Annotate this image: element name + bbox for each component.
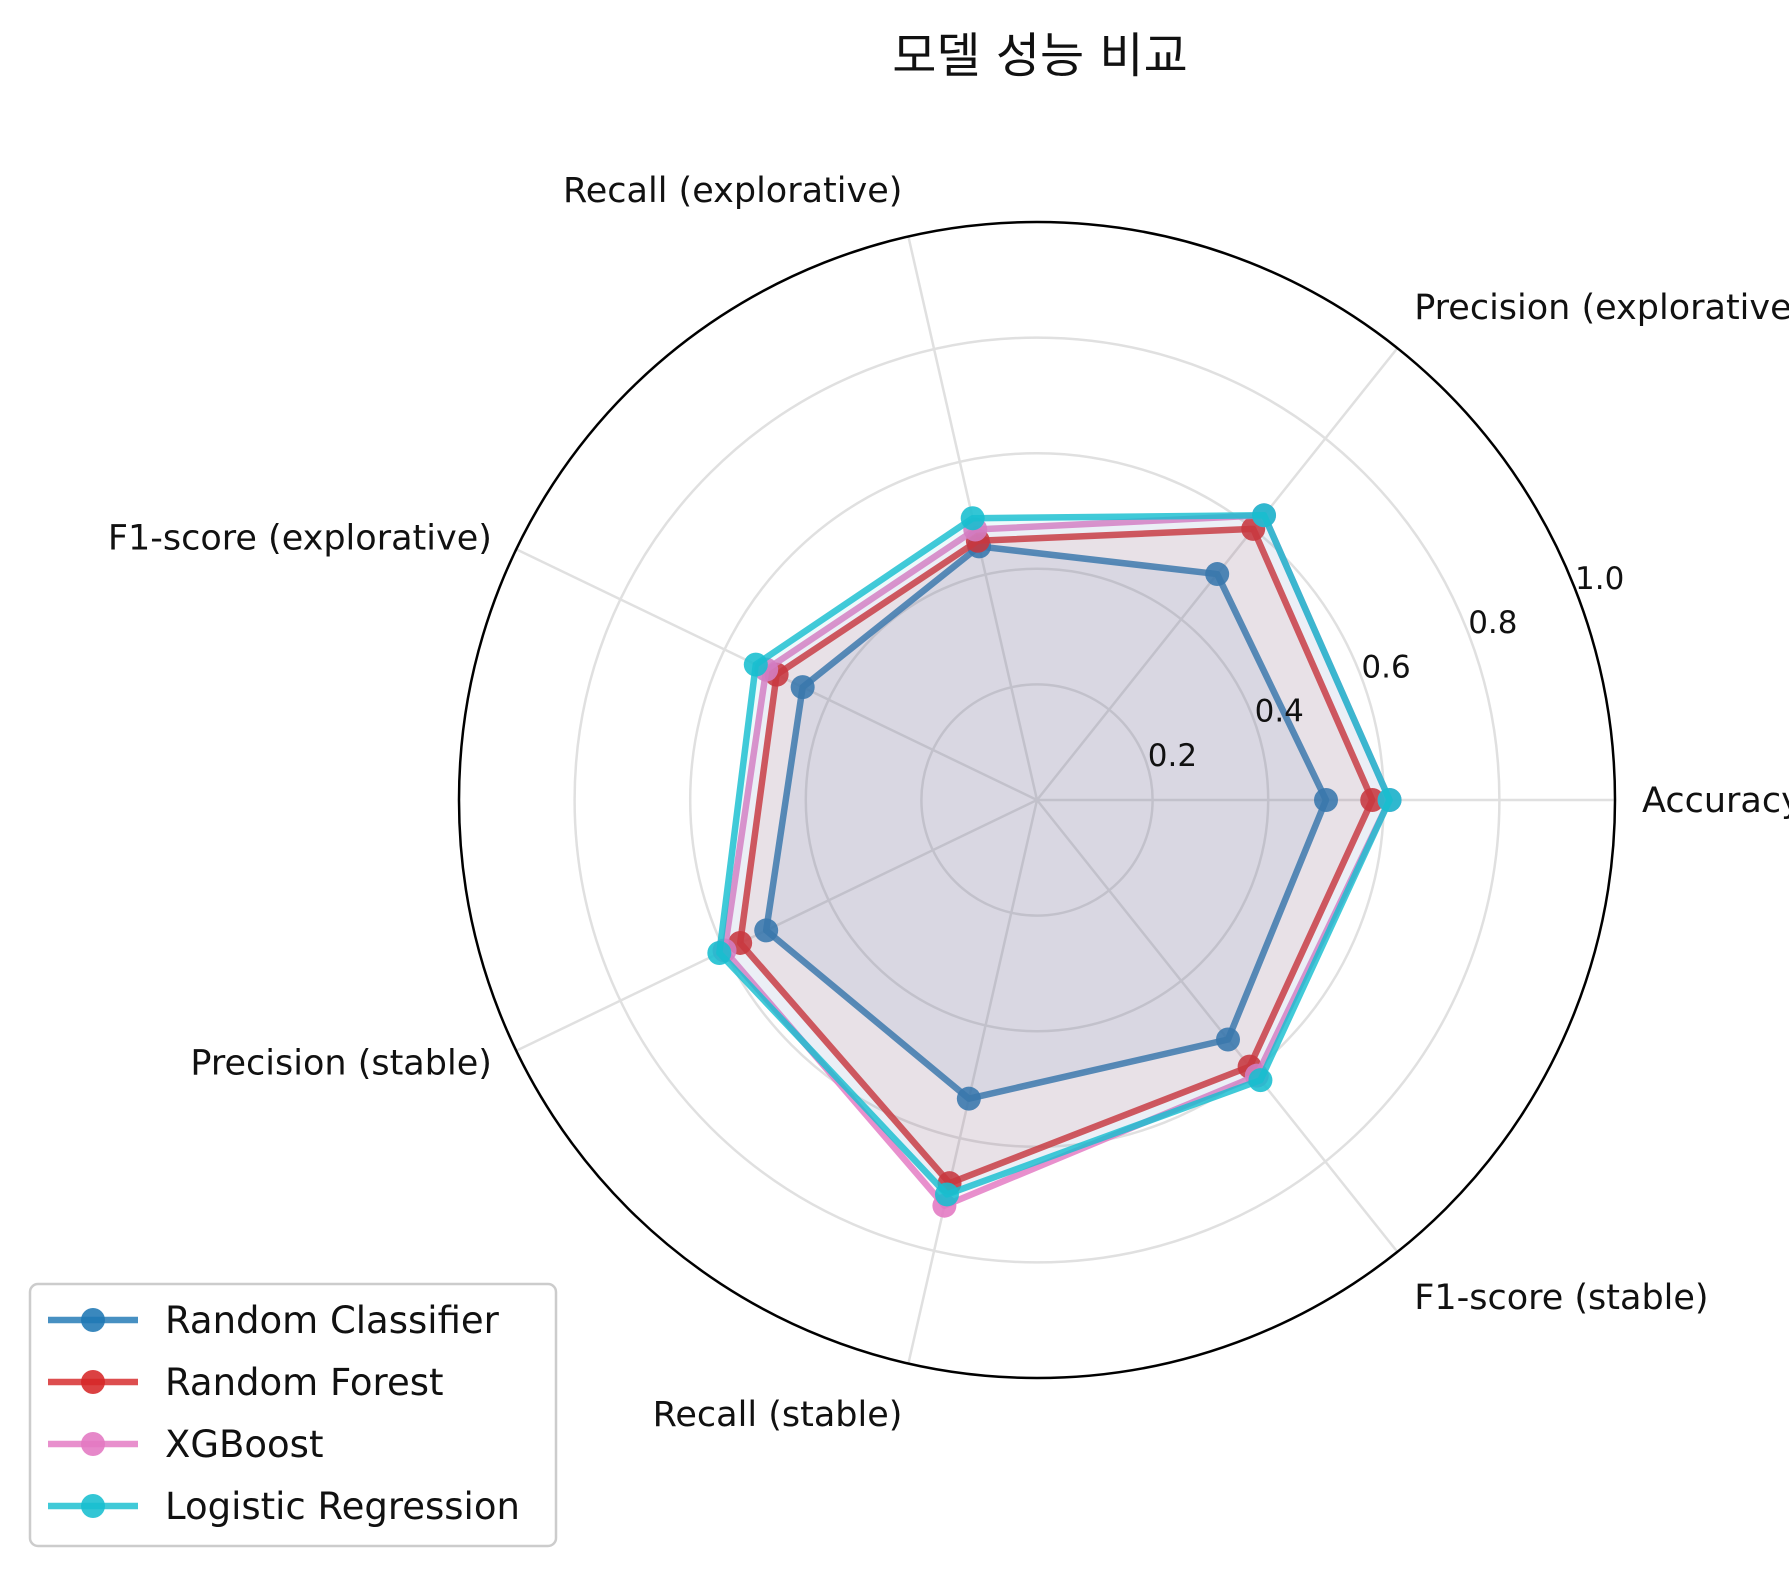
legend-label: Random Classifier xyxy=(165,1299,500,1342)
axis-label-7: F1-score (stable) xyxy=(1414,1278,1708,1318)
axis-label-3: Recall (explorative) xyxy=(563,171,902,211)
legend-label: Random Forest xyxy=(165,1361,444,1404)
axis-label-2: Precision (explorative) xyxy=(1414,288,1789,328)
data-point-7 xyxy=(1215,1027,1240,1052)
series-line xyxy=(716,512,1393,1198)
legend-marker xyxy=(81,1432,105,1456)
legend-entry-2: Random Forest xyxy=(48,1361,444,1404)
axis-spoke-7 xyxy=(1036,799,1399,1253)
axis-label-5: Precision (stable) xyxy=(190,1044,491,1084)
data-point-1 xyxy=(1360,788,1385,812)
series-area xyxy=(766,546,1326,1099)
tick-label-1: 0.2 xyxy=(1148,738,1197,774)
data-point-6 xyxy=(934,1182,959,1207)
data-point-4 xyxy=(743,652,768,677)
chart-title: 모델 성능 비교 xyxy=(892,28,1187,84)
data-point-4 xyxy=(790,675,815,700)
legend-frame xyxy=(28,1282,558,1548)
series-4 xyxy=(707,503,1402,1207)
tick-label-4: 0.8 xyxy=(1468,605,1517,641)
legend: Random Classifier Random Forest XGBoost Log… xyxy=(28,1282,558,1548)
data-point-1 xyxy=(1377,788,1402,812)
axis-label-1: Accuracy xyxy=(1642,781,1789,821)
series-line xyxy=(736,525,1376,1187)
tick-label-3: 0.6 xyxy=(1361,649,1410,685)
legend-marker xyxy=(81,1308,105,1332)
data-point-7 xyxy=(1248,1068,1273,1093)
legend-label: XGBoost xyxy=(165,1423,323,1466)
axis-label-4: F1-score (explorative) xyxy=(108,519,492,559)
radar-series xyxy=(707,503,1402,1218)
legend-marker xyxy=(81,1494,105,1518)
series-1 xyxy=(754,534,1338,1111)
data-point-5 xyxy=(754,918,779,943)
legend-label: Logistic Regression xyxy=(165,1485,520,1528)
series-area xyxy=(740,528,1373,1184)
axis-labels: Accuracy Precision (explorative) Recall (e… xyxy=(108,171,1789,1435)
outer-ring xyxy=(457,220,1617,1380)
axis-label-6: Recall (stable) xyxy=(653,1395,903,1435)
data-point-1 xyxy=(1314,788,1338,812)
data-point-2 xyxy=(1205,562,1230,587)
series-area xyxy=(719,515,1390,1195)
data-point-6 xyxy=(956,1086,981,1111)
series-2 xyxy=(728,516,1385,1196)
radial-tick-labels: 0.2 0.4 0.6 0.8 1.0 xyxy=(1148,561,1625,774)
data-point-3 xyxy=(960,506,985,531)
data-point-2 xyxy=(1252,503,1277,528)
tick-label-2: 0.4 xyxy=(1255,694,1304,730)
legend-entry-3: XGBoost xyxy=(48,1423,323,1466)
axis-spoke-6 xyxy=(907,799,1039,1364)
tick-label-5: 1.0 xyxy=(1575,561,1624,597)
series-area xyxy=(724,515,1390,1206)
legend-entry-1: Random Classifier xyxy=(48,1299,500,1342)
data-point-5 xyxy=(707,940,732,965)
radar-grid xyxy=(457,220,1617,1380)
legend-marker xyxy=(81,1370,105,1394)
series-line xyxy=(762,543,1330,1102)
legend-entry-4: Logistic Regression xyxy=(48,1485,520,1528)
